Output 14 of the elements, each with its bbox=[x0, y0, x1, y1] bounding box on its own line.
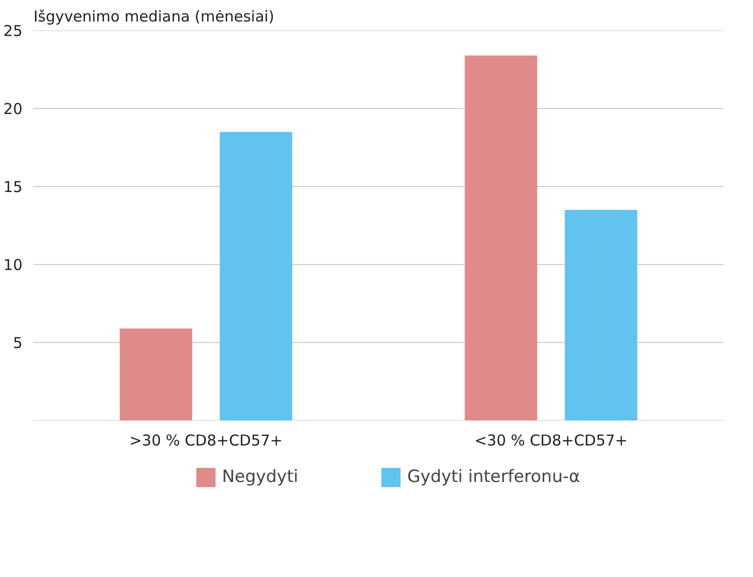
bar bbox=[464, 55, 538, 420]
y-tick-label: 5 bbox=[12, 334, 23, 352]
bar bbox=[220, 132, 292, 420]
y-tick-label: 20 bbox=[3, 100, 23, 118]
y-tick-label: 15 bbox=[3, 178, 23, 196]
x-tick-label: >30 % CD8+CD57+ bbox=[129, 432, 283, 450]
y-tick-label: 25 bbox=[3, 22, 23, 40]
legend-label: Negydyti bbox=[222, 467, 298, 487]
legend-label: Gydyti interferonu-α bbox=[407, 467, 580, 487]
bar bbox=[564, 210, 638, 420]
y-tick-label: 10 bbox=[3, 256, 23, 274]
y-axis-title: Išgyvenimo mediana (mėnesiai) bbox=[34, 8, 274, 26]
bar bbox=[120, 328, 192, 420]
x-tick-label: <30 % CD8+CD57+ bbox=[474, 432, 628, 450]
